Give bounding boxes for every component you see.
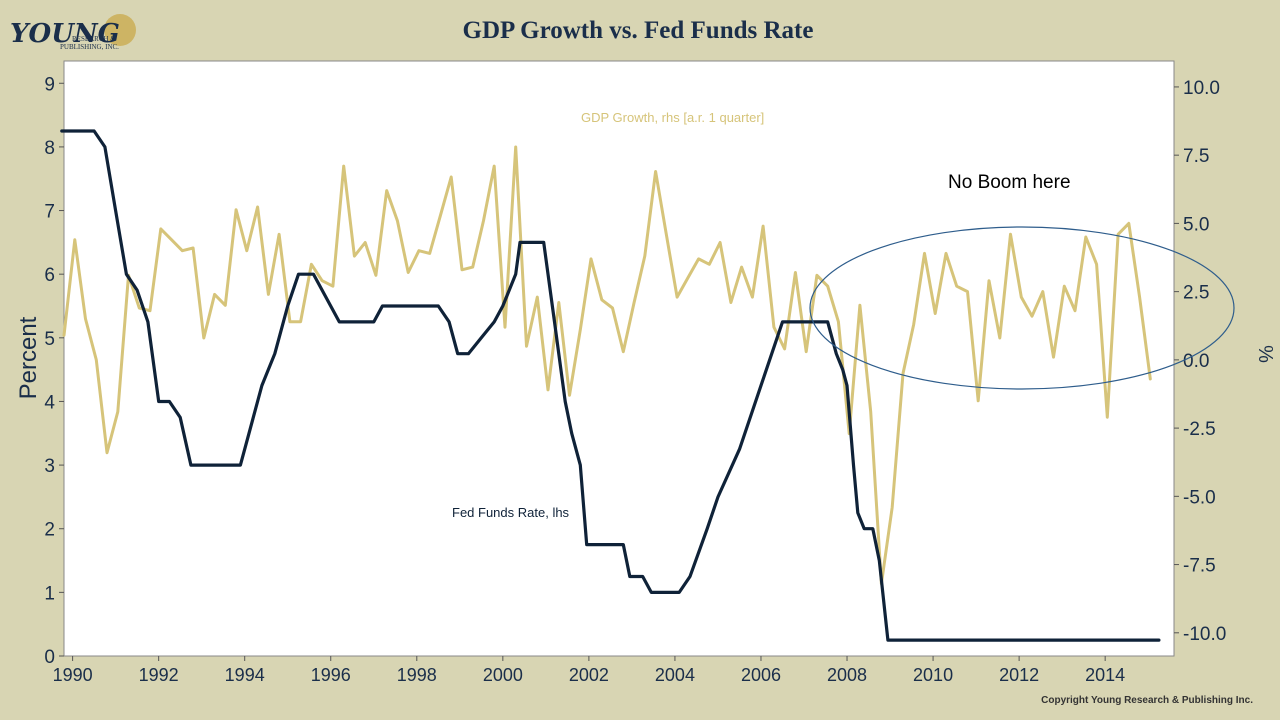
annotation-gdp-series: GDP Growth, rhs [a.r. 1 quarter] bbox=[581, 110, 764, 125]
chart-title: GDP Growth vs. Fed Funds Rate bbox=[463, 17, 814, 44]
y-left-tick-label: 1 bbox=[44, 583, 55, 604]
y-left-tick-label: 8 bbox=[44, 138, 55, 159]
x-tick-label: 2006 bbox=[741, 665, 781, 685]
x-tick-label: 1996 bbox=[311, 665, 351, 685]
x-tick-label: 2004 bbox=[655, 665, 695, 685]
y-left-tick-label: 5 bbox=[44, 329, 55, 350]
x-tick-label: 2000 bbox=[483, 665, 523, 685]
y-left-tick-label: 3 bbox=[44, 456, 55, 477]
fed-funds-rate-line bbox=[60, 129, 1161, 642]
logo-line-1: RESEARCH & bbox=[72, 35, 116, 43]
axis-ticks: 1990 1992 1994 1996 1998 2000 2002 2004 2006 2008… bbox=[44, 74, 1226, 685]
x-tick-label: 2008 bbox=[827, 665, 867, 685]
company-logo: YOUNG RESEARCH & PUBLISHING, INC. bbox=[10, 14, 136, 51]
annotation-no-boom: No Boom here bbox=[948, 172, 1071, 193]
x-tick-label: 2014 bbox=[1085, 665, 1125, 685]
y-right-tick-label: -10.0 bbox=[1183, 624, 1226, 645]
y-left-tick-label: 2 bbox=[44, 520, 55, 541]
y-right-tick-label: 2.5 bbox=[1183, 283, 1209, 304]
y-left-tick-label: 7 bbox=[44, 202, 55, 223]
y-right-tick-label: 5.0 bbox=[1183, 214, 1209, 235]
x-tick-label: 2010 bbox=[913, 665, 953, 685]
series-layer bbox=[60, 129, 1161, 642]
copyright-text: Copyright Young Research & Publishing In… bbox=[1041, 695, 1253, 706]
y-left-tick-label: 6 bbox=[44, 265, 55, 286]
y-left-tick-label: 0 bbox=[44, 647, 55, 668]
logo-name: YOUNG bbox=[10, 19, 120, 49]
y-left-tick-label: 4 bbox=[44, 392, 55, 413]
x-tick-label: 1992 bbox=[139, 665, 179, 685]
y-right-tick-label: 0.0 bbox=[1183, 351, 1209, 372]
y-right-tick-label: -5.0 bbox=[1183, 487, 1216, 508]
y-right-tick-label: -2.5 bbox=[1183, 419, 1216, 440]
y-axis-label-right: % bbox=[1254, 345, 1276, 363]
logo-globe-icon bbox=[104, 14, 136, 46]
plot-area bbox=[63, 60, 1175, 657]
x-tick-label: 2012 bbox=[999, 665, 1039, 685]
y-right-tick-label: 10.0 bbox=[1183, 78, 1220, 99]
no-boom-ellipse bbox=[809, 226, 1235, 390]
y-right-tick-label: -7.5 bbox=[1183, 556, 1216, 577]
y-axis-label-left: Percent bbox=[15, 316, 42, 399]
logo-line-2: PUBLISHING, INC. bbox=[60, 43, 119, 51]
gdp-growth-line bbox=[62, 145, 1152, 586]
y-left-tick-label: 9 bbox=[44, 74, 55, 95]
x-tick-label: 1994 bbox=[225, 665, 265, 685]
y-right-tick-label: 7.5 bbox=[1183, 146, 1209, 167]
x-tick-label: 1998 bbox=[397, 665, 437, 685]
annotation-fed-funds-series: Fed Funds Rate, lhs bbox=[452, 505, 570, 520]
x-tick-label: 2002 bbox=[569, 665, 609, 685]
x-tick-label: 1990 bbox=[53, 665, 93, 685]
